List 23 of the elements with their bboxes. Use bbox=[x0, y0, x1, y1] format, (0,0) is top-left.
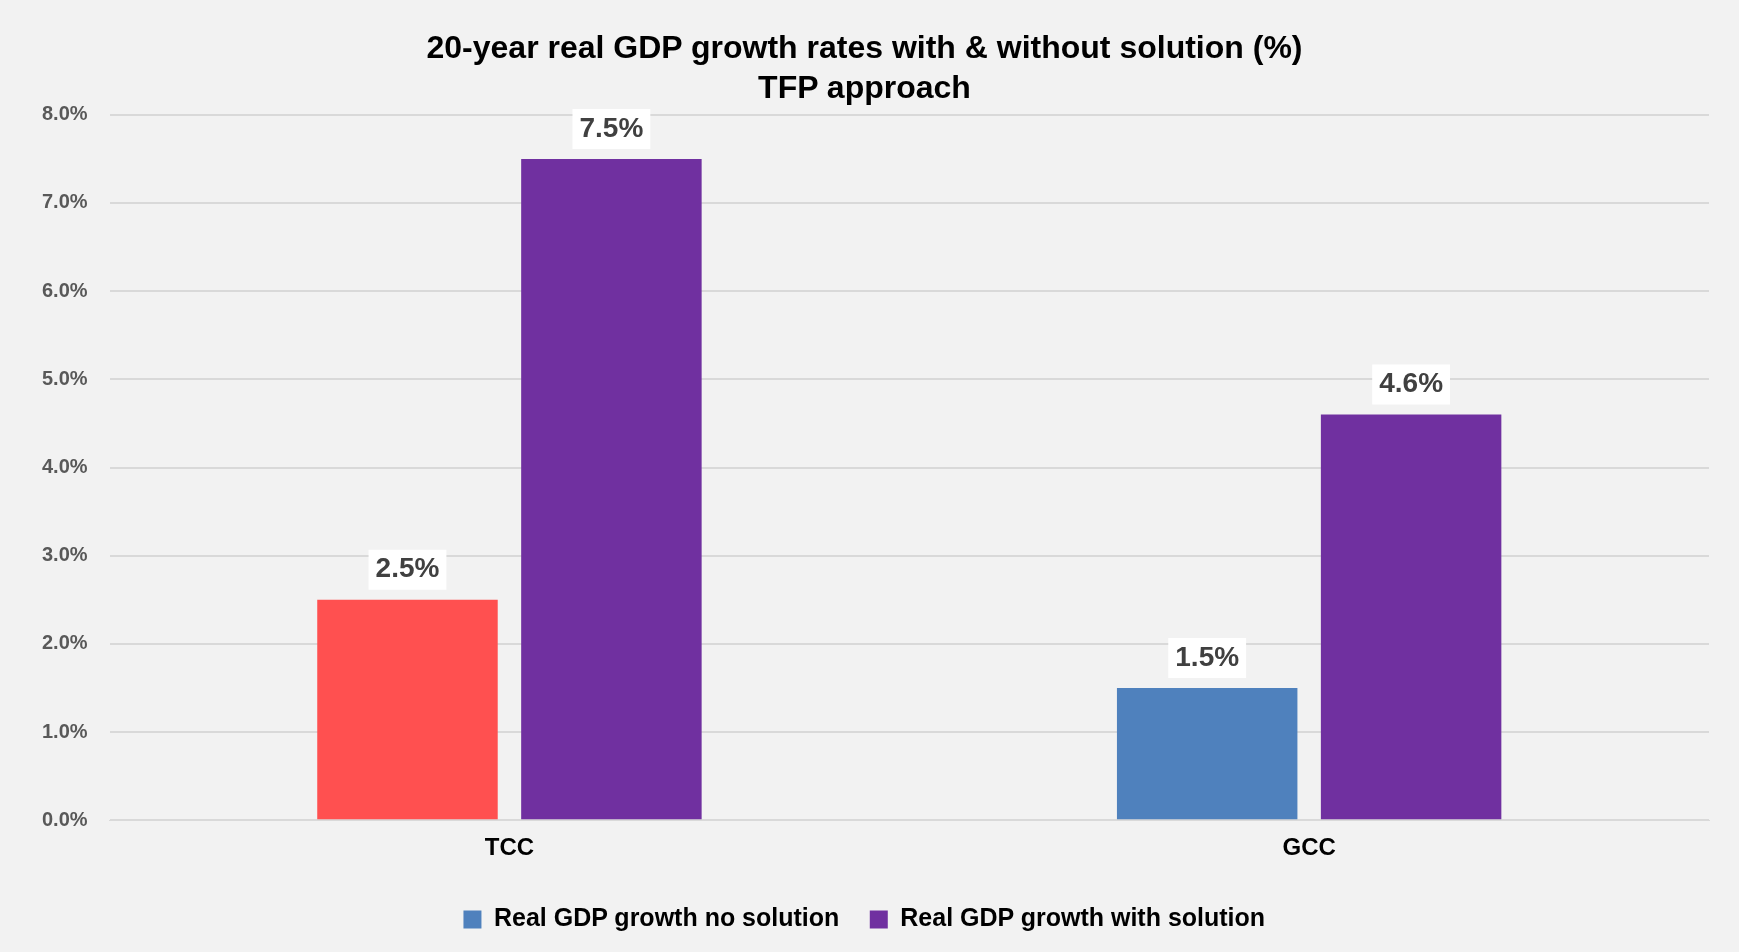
data-label: 2.5% bbox=[375, 552, 440, 584]
y-tick-label: 3.0% bbox=[41, 543, 88, 566]
data-label: 7.5% bbox=[579, 111, 644, 143]
y-tick-label: 5.0% bbox=[41, 366, 88, 389]
x-tick-label: TCC bbox=[484, 833, 535, 861]
legend-label: Real GDP growth with solution bbox=[900, 903, 1266, 932]
bar bbox=[521, 158, 702, 820]
bar bbox=[1116, 687, 1298, 820]
x-tick-label: GCC bbox=[1282, 833, 1336, 861]
chart-title: 20-year real GDP growth rates with & without solution (%) bbox=[426, 29, 1303, 66]
y-tick-label: 8.0% bbox=[41, 102, 88, 125]
y-tick-label: 2.0% bbox=[41, 631, 88, 654]
bar bbox=[1320, 414, 1502, 820]
y-tick-label: 6.0% bbox=[41, 278, 88, 301]
bar bbox=[317, 599, 498, 820]
y-tick-label: 4.0% bbox=[41, 455, 88, 478]
chart-subtitle: TFP approach bbox=[758, 69, 971, 106]
y-tick-label: 7.0% bbox=[41, 190, 88, 213]
y-tick-label: 0.0% bbox=[41, 807, 88, 830]
y-tick-label: 1.0% bbox=[41, 719, 88, 742]
data-label: 1.5% bbox=[1175, 640, 1240, 672]
legend-label: Real GDP growth no solution bbox=[493, 903, 840, 932]
data-label: 4.6% bbox=[1379, 367, 1444, 399]
